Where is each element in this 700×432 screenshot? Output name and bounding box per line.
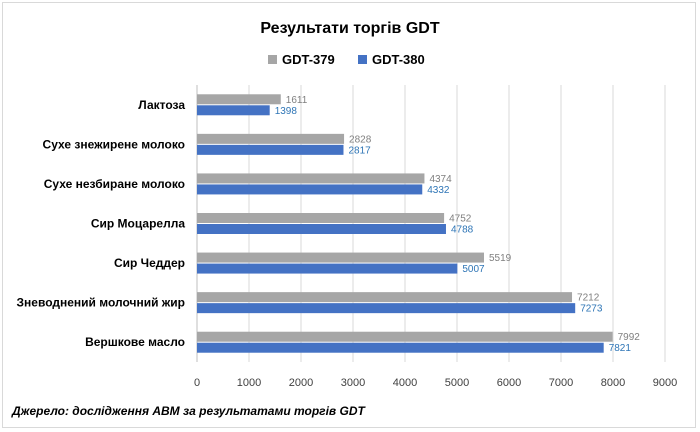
data-label-GDT-380: 5007 xyxy=(462,264,485,275)
bar-GDT-379 xyxy=(197,252,484,263)
x-tick-label: 6000 xyxy=(497,377,521,389)
data-label-GDT-379: 4752 xyxy=(449,214,472,225)
x-tick-label: 4000 xyxy=(393,377,417,389)
x-tick-label: 5000 xyxy=(445,377,469,389)
legend: GDT-379 GDT-380 xyxy=(268,52,425,67)
bar-GDT-380 xyxy=(197,303,576,314)
data-label-GDT-379: 4374 xyxy=(429,174,452,185)
category-label: Вершкове масло xyxy=(85,335,185,349)
x-tick-label: 1000 xyxy=(237,377,261,389)
category-labels: Лактоза Сухе знежирене молоко Сухе незбира… xyxy=(17,98,186,349)
bar-GDT-380 xyxy=(197,105,270,116)
data-label-GDT-380: 4332 xyxy=(427,185,450,196)
bar-GDT-380 xyxy=(197,224,446,234)
data-label-GDT-380: 2817 xyxy=(348,145,371,156)
legend-swatch-1 xyxy=(268,55,277,64)
bar-GDT-379 xyxy=(197,173,425,184)
x-tick-label: 3000 xyxy=(341,377,365,389)
bar-GDT-380 xyxy=(197,342,604,353)
category-label: Сир Моцарелла xyxy=(91,217,185,231)
category-label: Лактоза xyxy=(138,98,185,112)
bar-GDT-380 xyxy=(197,144,344,155)
x-axis-ticks: 0 1000 2000 3000 4000 5000 6000 7000 8000 9000 xyxy=(194,377,677,389)
x-tick-label: 2000 xyxy=(289,377,313,389)
chart-title: Результати торгів GDT xyxy=(260,20,439,37)
bar-GDT-380 xyxy=(197,184,423,195)
category-label: Сухе знежирене молоко xyxy=(43,137,185,151)
category-label: Сухе незбиране молоко xyxy=(44,177,185,191)
data-label-GDT-380: 1398 xyxy=(275,106,298,117)
category-label: Сир Чеддер xyxy=(114,256,185,270)
data-label-GDT-379: 7992 xyxy=(618,332,641,343)
bar-GDT-379 xyxy=(197,94,281,105)
x-tick-label: 8000 xyxy=(601,377,625,389)
legend-swatch-2 xyxy=(358,55,367,64)
bar-GDT-379 xyxy=(197,331,613,342)
x-tick-label: 7000 xyxy=(549,377,573,389)
data-label-GDT-379: 1611 xyxy=(286,95,308,106)
legend-label-1: GDT-379 xyxy=(282,52,335,67)
grid xyxy=(196,85,666,362)
data-label-GDT-380: 4788 xyxy=(451,225,474,236)
bar-GDT-379 xyxy=(197,292,573,303)
bar-GDT-379 xyxy=(197,213,445,223)
data-label-GDT-379: 2828 xyxy=(349,134,372,145)
data-label-GDT-380: 7821 xyxy=(609,343,632,354)
source-note: Джерело: дослідження АВМ за результатами… xyxy=(12,404,365,418)
x-tick-label: 9000 xyxy=(653,377,677,389)
bar-GDT-380 xyxy=(197,263,458,274)
category-label: Зневоднений молочний жир xyxy=(17,296,185,310)
data-label-GDT-379: 7212 xyxy=(577,293,600,304)
x-tick-label: 0 xyxy=(194,377,200,389)
data-label-GDT-380: 7273 xyxy=(580,304,603,315)
bar-GDT-379 xyxy=(197,133,345,144)
data-label-GDT-379: 5519 xyxy=(489,253,512,264)
legend-label-2: GDT-380 xyxy=(372,52,425,67)
